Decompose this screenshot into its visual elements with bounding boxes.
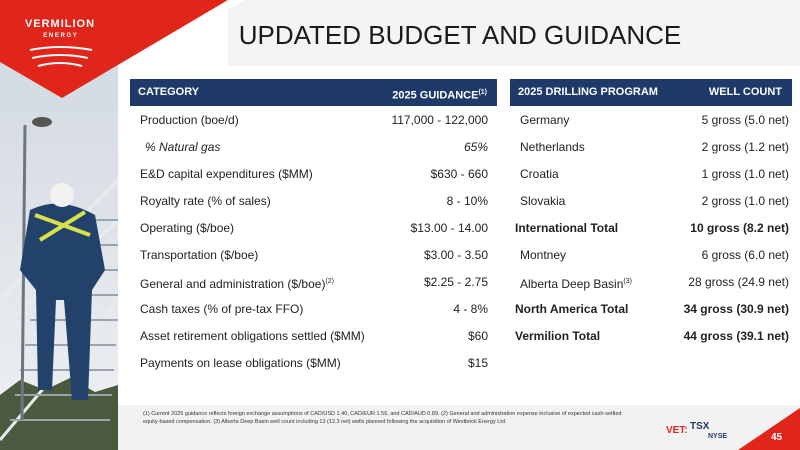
row-label: Operating ($/boe) bbox=[140, 220, 234, 236]
row-value: 6 gross (6.0 net) bbox=[701, 248, 789, 262]
label-text: % Natural gas bbox=[145, 140, 221, 154]
slide-title: UPDATED BUDGET AND GUIDANCE bbox=[238, 20, 682, 50]
row-label: General and administration ($/boe)(2) bbox=[140, 274, 334, 292]
footnote-marker: (2) bbox=[325, 278, 334, 285]
row-value: 34 gross (30.9 net) bbox=[683, 302, 789, 316]
label-text: Cash taxes (% of pre-tax FFO) bbox=[140, 302, 304, 316]
row-label: International Total bbox=[515, 220, 618, 236]
label-text: Alberta Deep Basin bbox=[520, 277, 624, 291]
row-value: 65% bbox=[463, 140, 488, 154]
label-text: International Total bbox=[515, 221, 619, 235]
label-text: Production (boe/d) bbox=[140, 113, 239, 127]
row-label: Croatia bbox=[520, 166, 559, 182]
footnote-marker: (1) bbox=[478, 89, 487, 96]
row-value: $13.00 - 14.00 bbox=[410, 221, 488, 235]
row-label: E&D capital expenditures ($MM) bbox=[140, 166, 313, 182]
label-text: Transportation ($/boe) bbox=[140, 248, 259, 262]
footnote-marker: (3) bbox=[623, 278, 632, 285]
row-label: % Natural gas bbox=[145, 139, 220, 155]
row-label: Production (boe/d) bbox=[140, 112, 239, 128]
label-text: Croatia bbox=[520, 167, 559, 181]
row-label: Netherlands bbox=[520, 139, 585, 155]
row-value: 5 gross (5.0 net) bbox=[701, 113, 789, 127]
column-header: 2025 DRILLING PROGRAM bbox=[518, 79, 658, 106]
row-value: 8 - 10% bbox=[446, 194, 488, 208]
row-value: 10 gross (8.2 net) bbox=[690, 221, 789, 235]
row-value: $630 - 660 bbox=[430, 167, 488, 181]
logo-sub: E N E R G Y bbox=[43, 33, 77, 39]
row-label: Royalty rate (% of sales) bbox=[140, 193, 271, 209]
header-text: CATEGORY bbox=[138, 86, 200, 98]
exchange-nyse: NYSE bbox=[708, 433, 728, 440]
row-label: North America Total bbox=[515, 301, 628, 317]
row-value: $3.00 - 3.50 bbox=[423, 248, 488, 262]
row-value: 1 gross (1.0 net) bbox=[701, 167, 789, 181]
logo-name: VERMILION bbox=[24, 18, 96, 30]
page-number: 45 bbox=[771, 432, 783, 443]
column-header: WELL COUNT bbox=[709, 79, 782, 106]
row-value: 2 gross (1.2 net) bbox=[701, 140, 789, 154]
row-value: 44 gross (39.1 net) bbox=[683, 329, 789, 343]
label-text: Netherlands bbox=[520, 140, 585, 154]
label-text: Vermilion Total bbox=[515, 329, 601, 343]
column-header: CATEGORY bbox=[138, 79, 199, 106]
header-text: 2025 DRILLING PROGRAM bbox=[518, 86, 658, 98]
row-value: 4 - 8% bbox=[453, 302, 488, 316]
row-value: 28 gross (24.9 net) bbox=[688, 275, 789, 289]
row-label: Vermilion Total bbox=[515, 328, 600, 344]
header-text: WELL COUNT bbox=[708, 86, 782, 98]
row-label: Alberta Deep Basin(3) bbox=[520, 274, 632, 292]
row-value: $2.25 - 2.75 bbox=[423, 275, 488, 289]
label-text: General and administration ($/boe) bbox=[140, 277, 326, 291]
row-value: $60 bbox=[467, 329, 488, 343]
row-label: Payments on lease obligations ($MM) bbox=[140, 355, 341, 371]
label-text: Montney bbox=[520, 248, 567, 262]
row-value: $15 bbox=[467, 356, 488, 370]
footnote: (1) Current 2025 guidance reflects forei… bbox=[143, 411, 622, 425]
row-label: Germany bbox=[520, 112, 569, 128]
column-header: 2025 GUIDANCE(1) bbox=[392, 79, 487, 110]
label-text: Operating ($/boe) bbox=[140, 221, 235, 235]
ticker: VET: bbox=[666, 425, 688, 436]
label-text: Slovakia bbox=[520, 194, 566, 208]
label-text: North America Total bbox=[515, 302, 629, 316]
header-text: 2025 GUIDANCE bbox=[392, 89, 479, 102]
label-text: Royalty rate (% of sales) bbox=[140, 194, 271, 208]
row-label: Transportation ($/boe) bbox=[140, 247, 258, 263]
row-label: Slovakia bbox=[520, 193, 565, 209]
label-text: E&D capital expenditures ($MM) bbox=[140, 167, 313, 181]
row-value: 2 gross (1.0 net) bbox=[701, 194, 789, 208]
label-text: Asset retirement obligations settled ($M… bbox=[140, 329, 365, 343]
row-label: Cash taxes (% of pre-tax FFO) bbox=[140, 301, 303, 317]
table-header: 2025 DRILLING PROGRAM WELL COUNT bbox=[510, 79, 792, 106]
row-value: 117,000 - 122,000 bbox=[391, 113, 488, 127]
label-text: Payments on lease obligations ($MM) bbox=[140, 356, 341, 370]
table-header: CATEGORY 2025 GUIDANCE(1) bbox=[130, 79, 497, 106]
row-label: Montney bbox=[520, 247, 566, 263]
exchange-tsx: TSX bbox=[690, 421, 710, 432]
label-text: Germany bbox=[520, 113, 570, 127]
row-label: Asset retirement obligations settled ($M… bbox=[140, 328, 365, 344]
